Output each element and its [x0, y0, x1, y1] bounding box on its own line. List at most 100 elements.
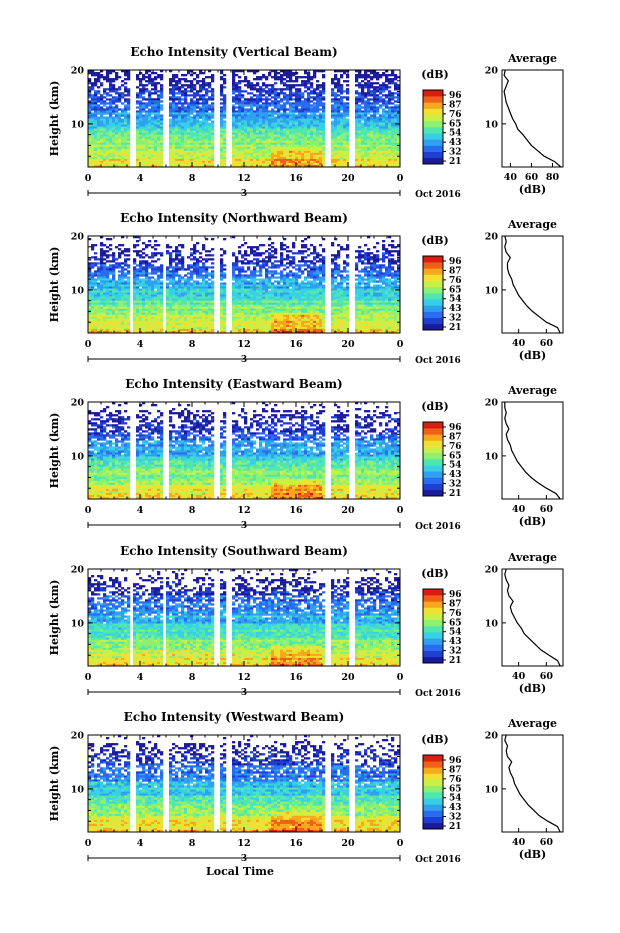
heatmap-cell	[175, 272, 178, 274]
heatmap-cell	[124, 274, 127, 276]
heatmap-cell	[196, 135, 199, 137]
heatmap-cell	[157, 106, 160, 108]
heatmap-cell	[394, 100, 397, 102]
heatmap-cell	[235, 262, 238, 264]
heatmap-cell	[238, 114, 241, 116]
heatmap-cell	[265, 155, 268, 157]
heatmap-cell	[277, 276, 280, 278]
heatmap-cell	[364, 141, 367, 143]
heatmap-cell	[142, 98, 145, 100]
heatmap-cell	[190, 123, 193, 125]
heatmap-cell	[304, 151, 307, 153]
heatmap-cell	[277, 104, 280, 106]
heatmap-cell	[145, 133, 148, 135]
heatmap-cell	[319, 125, 322, 127]
heatmap-cell	[319, 161, 322, 163]
heatmap-cell	[136, 264, 139, 266]
heatmap-cell	[391, 276, 394, 278]
heatmap-cell	[334, 129, 337, 131]
heatmap-cell	[370, 84, 373, 86]
heatmap-cell	[178, 268, 181, 270]
heatmap-cell	[109, 145, 112, 147]
heatmap-cell	[334, 266, 337, 268]
heatmap-cell	[223, 78, 226, 80]
heatmap-cell	[385, 159, 388, 161]
heatmap-cell	[310, 143, 313, 145]
heatmap-cell	[289, 94, 292, 96]
heatmap-cell	[124, 262, 127, 264]
heatmap-cell	[256, 258, 259, 260]
heatmap-cell	[157, 153, 160, 155]
heatmap-cell	[358, 157, 361, 159]
heatmap-cell	[388, 131, 391, 133]
heatmap-cell	[148, 280, 151, 282]
heatmap-cell	[340, 119, 343, 121]
heatmap-cell	[286, 143, 289, 145]
heatmap-cell	[223, 252, 226, 254]
heatmap-cell	[109, 159, 112, 161]
heatmap-cell	[268, 127, 271, 129]
heatmap-cell	[370, 161, 373, 163]
heatmap-cell	[337, 116, 340, 118]
heatmap-cell	[124, 141, 127, 143]
heatmap-cell	[109, 161, 112, 163]
heatmap-cell	[220, 143, 223, 145]
heatmap-cell	[394, 272, 397, 274]
heatmap-cell	[373, 246, 376, 248]
heatmap-cell	[340, 125, 343, 127]
heatmap-cell	[391, 151, 394, 153]
heatmap-cell	[178, 143, 181, 145]
heatmap-cell	[280, 153, 283, 155]
heatmap-cell	[145, 246, 148, 248]
heatmap-cell	[211, 108, 214, 110]
heatmap-cell	[304, 149, 307, 151]
heatmap-cell	[139, 90, 142, 92]
heatmap-cell	[307, 127, 310, 129]
heatmap-cell	[355, 145, 358, 147]
heatmap-cell	[274, 82, 277, 84]
heatmap-cell	[151, 153, 154, 155]
heatmap-cell	[178, 250, 181, 252]
heatmap-cell	[373, 123, 376, 125]
heatmap-cell	[136, 250, 139, 252]
heatmap-cell	[94, 98, 97, 100]
heatmap-cell	[331, 137, 334, 139]
heatmap-cell	[103, 268, 106, 270]
heatmap-cell	[289, 116, 292, 118]
heatmap-cell	[145, 270, 148, 272]
heatmap-cell	[247, 141, 250, 143]
heatmap-cell	[367, 252, 370, 254]
heatmap-cell	[367, 131, 370, 133]
heatmap-cell	[346, 143, 349, 145]
heatmap-cell	[172, 116, 175, 118]
heatmap-cell	[385, 96, 388, 98]
heatmap-cell	[241, 135, 244, 137]
heatmap-cell	[142, 149, 145, 151]
heatmap-cell	[106, 119, 109, 121]
heatmap-cell	[241, 106, 244, 108]
heatmap-cell	[190, 147, 193, 149]
heatmap-cell	[298, 260, 301, 262]
heatmap-cell	[334, 278, 337, 280]
heatmap-cell	[322, 264, 325, 266]
heatmap-cell	[100, 274, 103, 276]
heatmap-cell	[370, 104, 373, 106]
heatmap-cell	[367, 135, 370, 137]
heatmap-cell	[382, 125, 385, 127]
heatmap-cell	[223, 96, 226, 98]
heatmap-cell	[331, 278, 334, 280]
heatmap-cell	[115, 76, 118, 78]
heatmap-cell	[103, 151, 106, 153]
heatmap-cell	[286, 74, 289, 76]
heatmap-cell	[136, 161, 139, 163]
heatmap-cell	[253, 127, 256, 129]
heatmap-cell	[253, 116, 256, 118]
heatmap-cell	[331, 121, 334, 123]
heatmap-cell	[109, 139, 112, 141]
heatmap-cell	[208, 250, 211, 252]
heatmap-cell	[385, 278, 388, 280]
heatmap-cell	[337, 78, 340, 80]
heatmap-cell	[220, 270, 223, 272]
heatmap-cell	[364, 274, 367, 276]
heatmap-cell	[379, 84, 382, 86]
